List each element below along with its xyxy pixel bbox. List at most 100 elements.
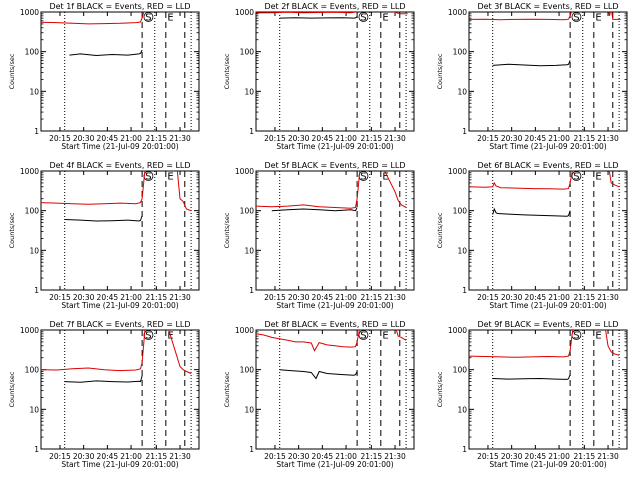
x-tick-label: 20:30	[288, 293, 310, 302]
marker-label: E	[595, 331, 601, 342]
plot-title: Det 2f BLACK = Events, RED = LLD	[264, 2, 405, 11]
x-axis-label: Start Time (21-Jul-09 20:01:00)	[489, 142, 606, 151]
x-tick-label: 21:15	[574, 134, 596, 143]
y-tick-label: 10	[244, 87, 254, 96]
marker-label: E	[167, 13, 173, 24]
y-tick-label: 100	[25, 366, 40, 375]
y-tick-label: 1	[462, 286, 467, 295]
x-axis-label: Start Time (21-Jul-09 20:01:00)	[489, 460, 606, 469]
series-line	[69, 49, 143, 57]
y-tick-label: 1000	[448, 8, 467, 17]
x-tick-label: 20:30	[73, 452, 95, 461]
x-tick-label: 20:30	[288, 134, 310, 143]
y-tick-label: 1000	[20, 326, 39, 335]
y-tick-label: 10	[29, 405, 39, 414]
marker-label: S	[360, 331, 366, 342]
marker-label: S	[360, 172, 366, 183]
x-tick-label: 20:45	[97, 452, 119, 461]
x-tick-label: 21:30	[597, 452, 619, 461]
marker-circle	[571, 12, 582, 22]
y-axis-label: Counts/sec	[436, 53, 444, 89]
x-tick-label: 21:15	[146, 293, 168, 302]
x-tick-label: 20:15	[264, 452, 286, 461]
x-tick-label: 21:15	[574, 293, 596, 302]
y-axis-label: Counts/sec	[223, 212, 231, 248]
detector-panel: Det 2f BLACK = Events, RED = LLD Start Ti…	[223, 2, 415, 151]
plot-frame	[255, 11, 415, 132]
detector-panel: Det 9f BLACK = Events, RED = LLD Start Ti…	[436, 320, 628, 469]
x-tick-label: 20:30	[288, 452, 310, 461]
y-tick-label: 10	[244, 246, 254, 255]
x-tick-label: 21:15	[361, 134, 383, 143]
x-tick-label: 20:45	[97, 134, 119, 143]
marker-label: S	[145, 13, 151, 24]
plot-title: Det 9f BLACK = Events, RED = LLD	[477, 320, 618, 329]
marker-label: S	[145, 172, 151, 183]
x-tick-label: 20:30	[73, 293, 95, 302]
x-tick-label: 20:30	[501, 293, 523, 302]
x-tick-label: 20:15	[477, 134, 499, 143]
x-tick-label: 21:30	[169, 452, 191, 461]
marker-label: E	[382, 172, 388, 183]
x-tick-label: 21:30	[384, 134, 406, 143]
y-tick-label: 1000	[20, 8, 39, 17]
detector-panel: Det 4f BLACK = Events, RED = LLD Start Ti…	[8, 161, 200, 310]
x-axis-label: Start Time (21-Jul-09 20:01:00)	[489, 301, 606, 310]
x-tick-label: 21:15	[146, 134, 168, 143]
y-tick-label: 1000	[448, 167, 467, 176]
series-line	[492, 374, 571, 380]
x-tick-label: 20:15	[264, 293, 286, 302]
x-tick-label: 20:30	[501, 134, 523, 143]
series-line	[64, 215, 143, 222]
series-line	[469, 330, 620, 358]
x-tick-label: 21:30	[384, 452, 406, 461]
y-tick-label: 1	[462, 445, 467, 454]
y-tick-label: 10	[244, 405, 254, 414]
y-tick-label: 10	[29, 246, 39, 255]
plot-frame	[468, 329, 628, 450]
series-line	[271, 207, 358, 212]
x-tick-label: 20:45	[312, 134, 334, 143]
marker-label: E	[595, 13, 601, 24]
plot-frame	[468, 11, 628, 132]
y-tick-label: 1000	[235, 326, 254, 335]
marker-label: S	[360, 13, 366, 24]
series-line	[256, 171, 407, 209]
y-tick-label: 10	[457, 405, 467, 414]
series-line	[469, 12, 621, 21]
y-tick-label: 10	[457, 246, 467, 255]
y-tick-label: 100	[240, 48, 255, 57]
x-axis-label: Start Time (21-Jul-09 20:01:00)	[61, 301, 178, 310]
y-axis-label: Counts/sec	[436, 212, 444, 248]
y-tick-label: 1	[462, 127, 467, 136]
detector-panel: Det 5f BLACK = Events, RED = LLD Start Ti…	[223, 161, 415, 310]
x-tick-label: 21:00	[335, 452, 357, 461]
detector-panel: Det 1f BLACK = Events, RED = LLD Start Ti…	[8, 2, 200, 151]
detector-panel: Det 8f BLACK = Events, RED = LLD Start Ti…	[223, 320, 415, 469]
plot-title: Det 4f BLACK = Events, RED = LLD	[49, 161, 190, 170]
x-tick-label: 20:45	[312, 293, 334, 302]
series-line	[279, 369, 358, 380]
x-tick-label: 21:00	[120, 293, 142, 302]
plot-title: Det 7f BLACK = Events, RED = LLD	[49, 320, 190, 329]
marker-label: E	[382, 331, 388, 342]
y-tick-label: 100	[453, 207, 468, 216]
x-tick-label: 21:30	[384, 293, 406, 302]
marker-circle	[358, 12, 369, 22]
series-line	[492, 60, 571, 67]
marker-label: S	[573, 172, 579, 183]
y-tick-label: 1000	[20, 167, 39, 176]
marker-label: E	[167, 172, 173, 183]
marker-label: E	[595, 172, 601, 183]
marker-circle	[143, 330, 154, 340]
detector-panel: Det 3f BLACK = Events, RED = LLD Start Ti…	[436, 2, 628, 151]
plot-title: Det 6f BLACK = Events, RED = LLD	[477, 161, 618, 170]
x-tick-label: 21:15	[146, 452, 168, 461]
y-axis-label: Counts/sec	[8, 53, 16, 89]
series-line	[256, 330, 407, 352]
y-tick-label: 10	[29, 87, 39, 96]
series-line	[469, 171, 620, 190]
x-axis-label: Start Time (21-Jul-09 20:01:00)	[276, 301, 393, 310]
plot-frame	[40, 329, 200, 450]
x-tick-label: 20:15	[49, 293, 71, 302]
